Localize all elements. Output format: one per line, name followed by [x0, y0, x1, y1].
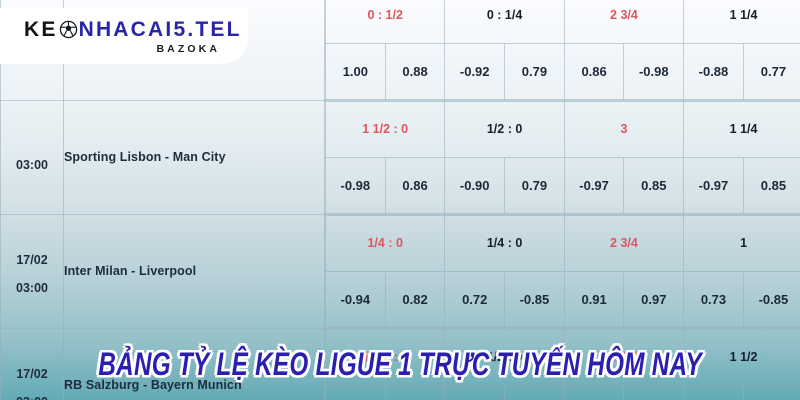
- odds-values-row: 0.90 0.98 -0.96 0.86 0.99 0.91 -0.93 0.8…: [325, 384, 800, 400]
- handicap-asian-alt[interactable]: 0 : 1/4: [444, 0, 565, 44]
- handicap-asian[interactable]: 1 1/2 : 0: [324, 100, 446, 158]
- odds-value[interactable]: 0.72: [444, 270, 506, 328]
- row-odds-cell: 1 1/2 : 0 1/2 : 0 3 1/2 1 1/2 0.90 0.98 …: [324, 327, 800, 400]
- odds-value[interactable]: -0.97: [683, 156, 744, 214]
- table-row[interactable]: 03:00 Sporting Lisbon - Man City 1 1/2 :…: [0, 99, 800, 215]
- table-row[interactable]: 17/02 03:00 Inter Milan - Liverpool 1/4 …: [0, 213, 800, 329]
- row-time-cell: 03:00: [0, 99, 64, 215]
- handicap-row: 1/4 : 0 1/4 : 0 2 3/4 1: [324, 214, 800, 272]
- row-time: 03:00: [16, 280, 48, 295]
- row-match-cell[interactable]: Inter Milan - Liverpool: [63, 213, 325, 329]
- odds-value[interactable]: 0.86: [384, 156, 446, 214]
- odds-value[interactable]: 0.97: [623, 270, 685, 328]
- table-row[interactable]: 17/02 03:00 RB Salzburg - Bayern Munich …: [0, 327, 800, 400]
- handicap-overunder-alt[interactable]: 1: [683, 214, 800, 272]
- logo-text-blue: NHACAI5.TEL: [78, 17, 242, 41]
- handicap-asian[interactable]: 0 : 1/2: [324, 0, 446, 44]
- odds-value[interactable]: 0.73: [683, 270, 744, 328]
- odds-value[interactable]: -0.93: [683, 384, 744, 400]
- odds-value[interactable]: 0.88: [384, 42, 446, 100]
- handicap-overunder-alt[interactable]: 1 1/4: [683, 100, 800, 158]
- odds-value[interactable]: 0.85: [742, 156, 800, 214]
- handicap-row: 1 1/2 : 0 1/2 : 0 3 1/2 1 1/2: [324, 328, 800, 386]
- row-time-cell: 17/02 03:00: [0, 327, 64, 400]
- odds-value[interactable]: -0.96: [444, 384, 506, 400]
- odds-value[interactable]: -0.88: [683, 42, 744, 100]
- soccer-ball-icon: [59, 20, 78, 39]
- handicap-asian-alt[interactable]: 1/2 : 0: [444, 100, 565, 158]
- odds-value[interactable]: 0.79: [504, 42, 565, 100]
- odds-value[interactable]: 0.86: [504, 384, 565, 400]
- handicap-row: 0 : 1/2 0 : 1/4 2 3/4 1 1/4: [324, 0, 800, 44]
- odds-group: 1 1/2 : 0 1/2 : 0 3 1/2 1 1/2 0.90 0.98 …: [324, 328, 800, 400]
- odds-value[interactable]: 0.85: [623, 156, 685, 214]
- row-match-cell[interactable]: RB Salzburg - Bayern Munich: [63, 327, 325, 400]
- handicap-row: 1 1/2 : 0 1/2 : 0 3 1 1/4: [324, 100, 800, 158]
- logo-text-dark: KE: [24, 17, 58, 41]
- odds-value[interactable]: 1.00: [325, 42, 386, 100]
- row-date: 17/02: [16, 252, 48, 267]
- odds-value[interactable]: 0.91: [623, 384, 685, 400]
- row-time: 03:00: [1, 383, 63, 400]
- handicap-overunder-alt[interactable]: 1 1/2: [683, 328, 800, 386]
- odds-value[interactable]: -0.85: [504, 270, 565, 328]
- handicap-asian[interactable]: 1/4 : 0: [324, 214, 446, 272]
- handicap-overunder[interactable]: 2 3/4: [563, 0, 685, 44]
- odds-group: 0 : 1/2 0 : 1/4 2 3/4 1 1/4 1.00 0.88 -0…: [324, 0, 800, 100]
- logo-wordmark: KE NHACAI5.TEL: [24, 18, 248, 42]
- row-odds-cell: 0 : 1/2 0 : 1/4 2 3/4 1 1/4 1.00 0.88 -0…: [324, 0, 800, 101]
- odds-group: 1 1/2 : 0 1/2 : 0 3 1 1/4 -0.98 0.86 -0.…: [324, 100, 800, 214]
- row-match-cell[interactable]: Sporting Lisbon - Man City: [63, 99, 325, 215]
- handicap-asian-alt[interactable]: 1/4 : 0: [444, 214, 565, 272]
- odds-value[interactable]: 0.98: [384, 384, 446, 400]
- odds-values-row: -0.98 0.86 -0.90 0.79 -0.97 0.85 -0.97 0…: [325, 156, 800, 214]
- odds-value[interactable]: -0.94: [325, 270, 386, 328]
- handicap-overunder[interactable]: 2 3/4: [563, 214, 685, 272]
- odds-value[interactable]: 0.79: [504, 156, 565, 214]
- odds-value[interactable]: 0.83: [742, 384, 800, 400]
- logo-subtitle: BAZOKA: [156, 42, 220, 55]
- site-logo[interactable]: KE NHACAI5.TEL BAZOKA: [0, 8, 248, 64]
- odds-value[interactable]: -0.92: [444, 42, 506, 100]
- odds-value[interactable]: -0.98: [325, 156, 386, 214]
- row-odds-cell: 1 1/2 : 0 1/2 : 0 3 1 1/4 -0.98 0.86 -0.…: [324, 99, 800, 215]
- handicap-overunder-alt[interactable]: 1 1/4: [683, 0, 800, 44]
- handicap-overunder[interactable]: 3 1/2: [563, 328, 685, 386]
- odds-value[interactable]: 0.99: [563, 384, 625, 400]
- odds-value[interactable]: 0.82: [384, 270, 446, 328]
- odds-value[interactable]: 0.91: [563, 270, 625, 328]
- handicap-overunder[interactable]: 3: [563, 100, 685, 158]
- row-odds-cell: 1/4 : 0 1/4 : 0 2 3/4 1 -0.94 0.82 0.72 …: [324, 213, 800, 329]
- row-date: 17/02: [16, 366, 48, 381]
- odds-value[interactable]: 0.86: [563, 42, 625, 100]
- odds-value[interactable]: -0.90: [444, 156, 506, 214]
- odds-value[interactable]: -0.97: [563, 156, 625, 214]
- handicap-asian-alt[interactable]: 1/2 : 0: [444, 328, 565, 386]
- odds-values-row: -0.94 0.82 0.72 -0.85 0.91 0.97 0.73 -0.…: [325, 270, 800, 328]
- row-time: 03:00: [16, 158, 48, 172]
- odds-values-row: 1.00 0.88 -0.92 0.79 0.86 -0.98 -0.88 0.…: [325, 42, 800, 100]
- odds-group: 1/4 : 0 1/4 : 0 2 3/4 1 -0.94 0.82 0.72 …: [324, 214, 800, 328]
- odds-value[interactable]: -0.98: [623, 42, 685, 100]
- odds-value[interactable]: 0.77: [742, 42, 800, 100]
- odds-value[interactable]: -0.85: [742, 270, 800, 328]
- handicap-asian[interactable]: 1 1/2 : 0: [324, 328, 446, 386]
- row-time-cell: 17/02 03:00: [0, 213, 64, 329]
- odds-value[interactable]: 0.90: [325, 384, 386, 400]
